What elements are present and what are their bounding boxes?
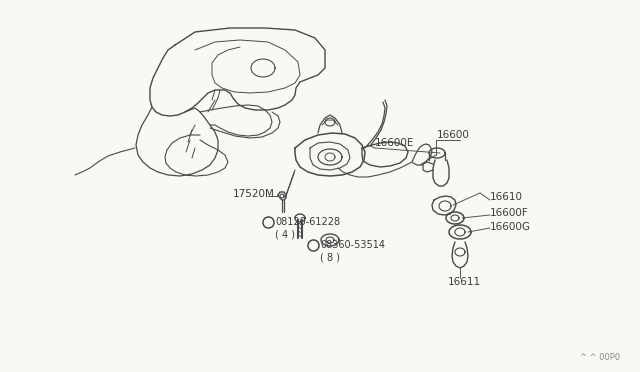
Text: 16610: 16610 xyxy=(490,192,523,202)
Text: 16611: 16611 xyxy=(448,277,481,287)
Text: ^ ^ 00P0: ^ ^ 00P0 xyxy=(580,353,620,362)
Text: 17520M: 17520M xyxy=(233,189,275,199)
Text: 16600G: 16600G xyxy=(490,222,531,232)
Text: 16600F: 16600F xyxy=(490,208,529,218)
Text: 08360-53514: 08360-53514 xyxy=(320,240,385,250)
Text: ( 4 ): ( 4 ) xyxy=(275,229,295,239)
Text: 08120-61228: 08120-61228 xyxy=(275,217,340,227)
Text: 16600: 16600 xyxy=(437,130,470,140)
Text: ( 8 ): ( 8 ) xyxy=(320,252,340,262)
Text: 16600E: 16600E xyxy=(375,138,414,148)
